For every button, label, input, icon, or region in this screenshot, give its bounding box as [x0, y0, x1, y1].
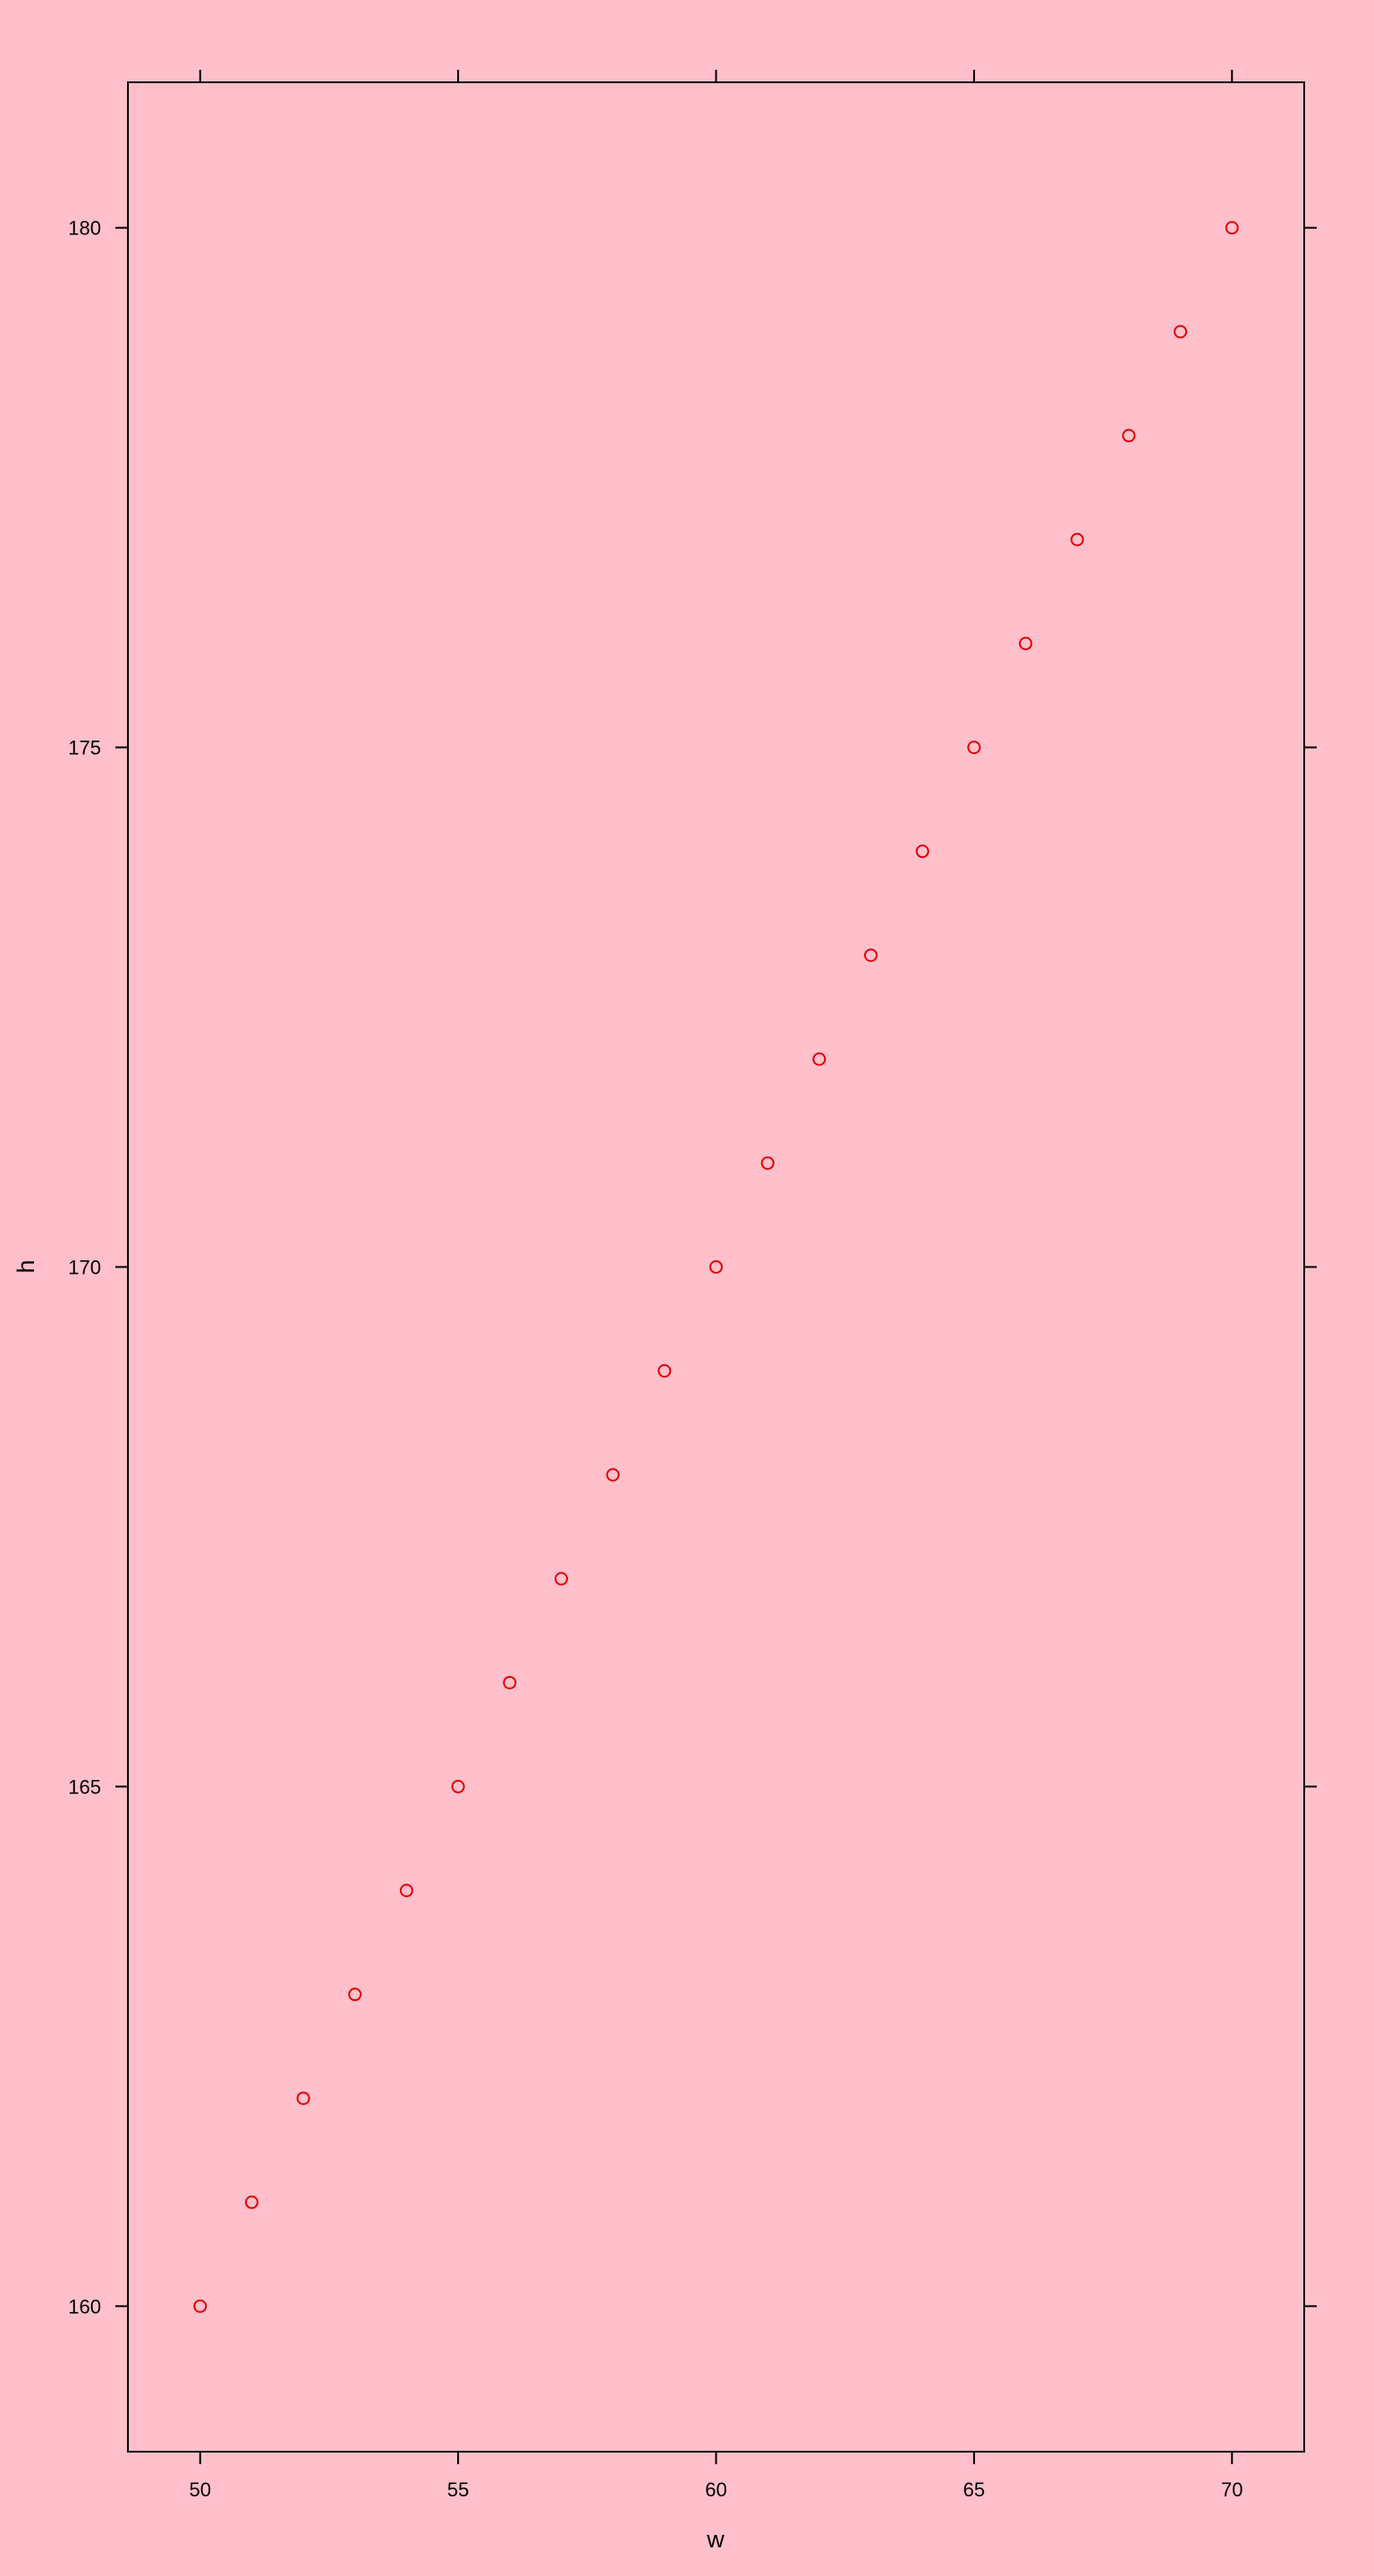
y-axis-label: h: [13, 1259, 39, 1273]
data-point: [1122, 428, 1136, 443]
data-point: [864, 948, 878, 962]
data-point: [709, 1260, 723, 1274]
x-axis-label: w: [706, 2526, 725, 2553]
data-point: [348, 1987, 362, 2002]
data-point: [503, 1675, 517, 1690]
data-point: [915, 844, 929, 859]
data-point: [1070, 532, 1084, 547]
data-point: [193, 2299, 208, 2313]
data-point: [812, 1052, 827, 1066]
plot-frame: [127, 81, 1305, 2453]
tick-marks: [115, 70, 1317, 2464]
y-tick-label: 160: [68, 2295, 101, 2318]
x-tick-label: 55: [447, 2479, 469, 2501]
data-point: [1019, 636, 1033, 650]
x-tick-label: 70: [1221, 2479, 1243, 2501]
data-point: [296, 2091, 310, 2106]
data-point: [244, 2195, 259, 2209]
data-point: [451, 1779, 465, 1793]
x-tick-label: 60: [705, 2479, 726, 2501]
data-point: [399, 1884, 413, 1898]
data-point: [1174, 325, 1188, 339]
data-points: [193, 221, 1239, 2313]
x-tick-label: 50: [190, 2479, 211, 2501]
data-point: [657, 1364, 672, 1378]
data-point: [967, 741, 981, 755]
data-point: [1225, 221, 1239, 235]
data-point: [606, 1468, 620, 1482]
y-tick-label: 170: [68, 1257, 101, 1279]
y-tick-label: 180: [68, 217, 101, 240]
data-point: [760, 1156, 775, 1170]
tick-labels: 50 55 60 65 70 160 165 170 175 180: [68, 217, 1243, 2501]
x-tick-label: 65: [963, 2479, 985, 2501]
y-tick-label: 165: [68, 1775, 101, 1798]
data-point: [554, 1572, 568, 1586]
y-tick-label: 175: [68, 737, 101, 759]
